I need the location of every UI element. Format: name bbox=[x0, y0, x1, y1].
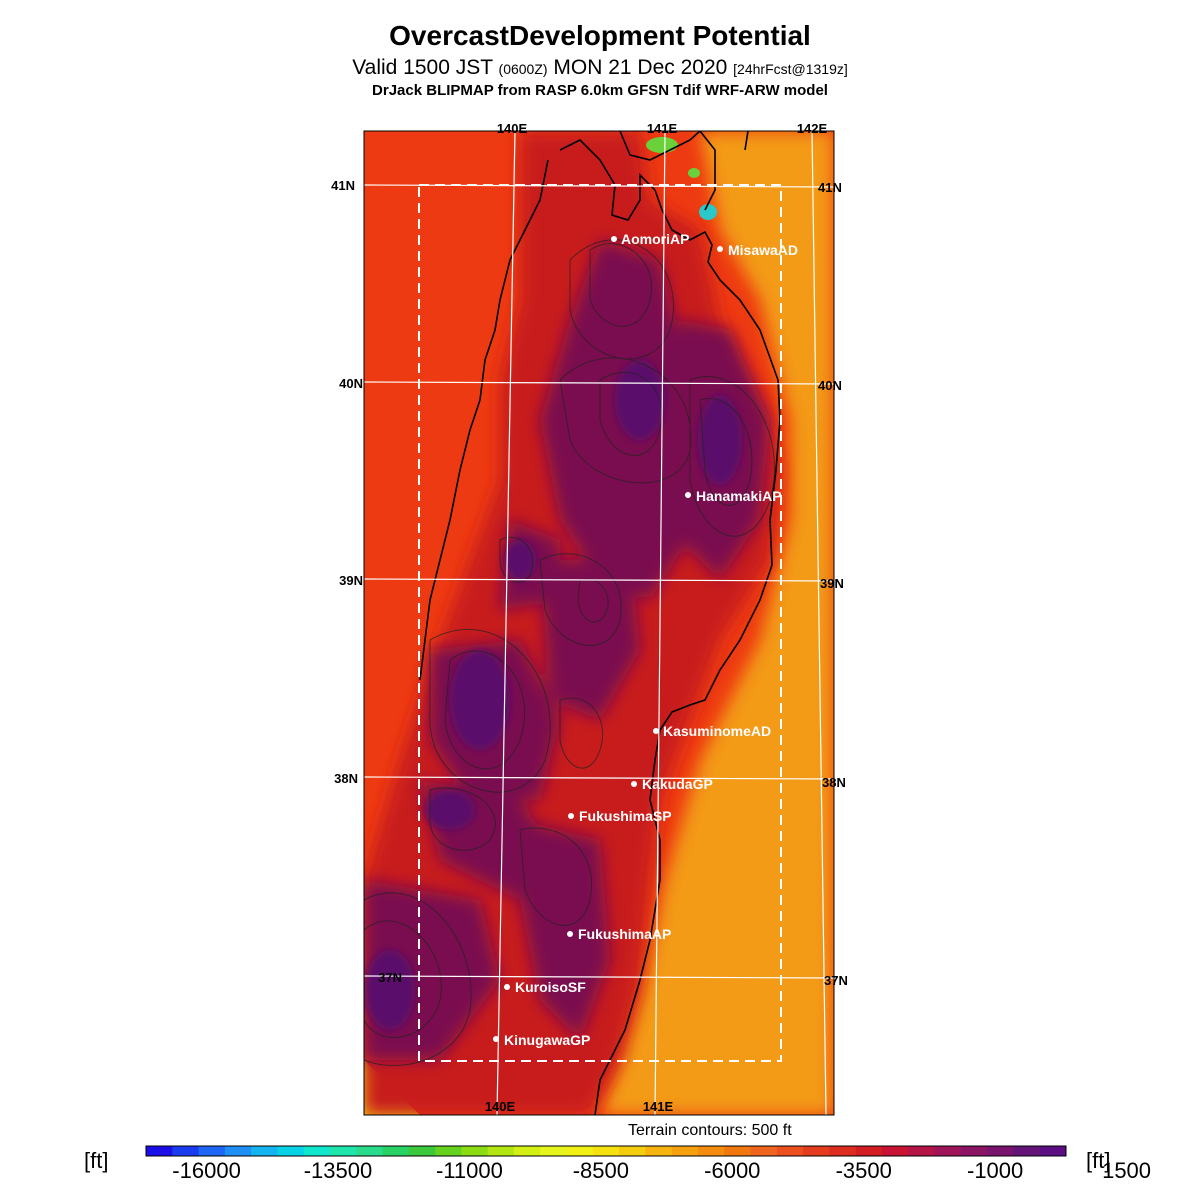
station-dot bbox=[685, 492, 691, 498]
station-label: KakudaGP bbox=[642, 776, 713, 792]
colorbar-swatch bbox=[1039, 1146, 1067, 1156]
colorbar-swatch bbox=[776, 1146, 804, 1156]
colorbar-swatch bbox=[960, 1146, 988, 1156]
colorbar-unit-left: [ft] bbox=[84, 1148, 109, 1173]
lat-label-left: 37N bbox=[378, 970, 402, 985]
colorbar-swatch bbox=[829, 1146, 857, 1156]
station-label: FukushimaSP bbox=[579, 808, 672, 824]
colorbar-frame bbox=[145, 1145, 1067, 1157]
colorbar-tick-label: -16000 bbox=[172, 1158, 241, 1183]
colorbar-swatch bbox=[698, 1146, 725, 1156]
peak-potential-areas bbox=[365, 360, 742, 1030]
valid-date: MON 21 Dec 2020 bbox=[553, 56, 728, 79]
colorbar-swatch bbox=[330, 1146, 357, 1156]
station-label: KinugawaGP bbox=[504, 1032, 590, 1048]
east-coast-field bbox=[600, 131, 834, 1115]
station-dot bbox=[568, 813, 574, 819]
colorbar-swatch bbox=[408, 1146, 436, 1156]
colorbar-swatch bbox=[908, 1146, 936, 1156]
valid-time: Valid 1500 JST bbox=[352, 56, 493, 79]
chart-title: OvercastDevelopment Potential bbox=[389, 20, 811, 51]
colorbar-swatch bbox=[750, 1146, 778, 1156]
colorbar-swatch bbox=[146, 1146, 173, 1156]
colorbar-swatch bbox=[382, 1146, 410, 1156]
low-value-spot bbox=[699, 204, 717, 220]
colorbar-swatch bbox=[461, 1146, 489, 1156]
forecast-tag: [24hrFcst@1319z] bbox=[733, 61, 848, 77]
station-dot bbox=[504, 984, 510, 990]
colorbar-swatch bbox=[198, 1146, 226, 1156]
colorbar bbox=[145, 1145, 1067, 1157]
station-dot bbox=[653, 728, 659, 734]
station-label: AomoriAP bbox=[621, 231, 689, 247]
lat-label-right: 38N bbox=[822, 775, 846, 790]
low-value-spot bbox=[688, 168, 700, 178]
lon-label-bottom: 140E bbox=[485, 1099, 516, 1114]
colorbar-swatch bbox=[487, 1146, 515, 1156]
lon-label-top: 142E bbox=[797, 121, 828, 136]
valid-time-line: Valid 1500 JST (0600Z) MON 21 Dec 2020 [… bbox=[0, 56, 1200, 80]
colorbar-swatch bbox=[435, 1146, 462, 1156]
colorbar-swatch bbox=[303, 1146, 331, 1156]
low-value-spot bbox=[646, 137, 678, 153]
colorbar-tick-label: -8500 bbox=[572, 1158, 629, 1183]
station-dot bbox=[567, 931, 573, 937]
colorbar-swatch bbox=[882, 1146, 909, 1156]
colorbar-swatch bbox=[251, 1146, 278, 1156]
colorbar-swatch bbox=[803, 1146, 830, 1156]
colorbar-swatch bbox=[592, 1146, 620, 1156]
colorbar-tick-label: 1500 bbox=[1102, 1158, 1152, 1183]
colorbar-swatch bbox=[645, 1146, 673, 1156]
station-label: HanamakiAP bbox=[696, 488, 782, 504]
colorbar-swatch bbox=[934, 1146, 962, 1156]
terrain-contour-note: Terrain contours: 500 ft bbox=[628, 1122, 792, 1139]
terrain-contours bbox=[364, 239, 775, 1067]
lat-label-right: 37N bbox=[824, 973, 848, 988]
colorbar-swatch bbox=[277, 1146, 305, 1156]
colorbar-tick-label: -13500 bbox=[303, 1158, 373, 1183]
station-dot bbox=[611, 236, 617, 242]
colorbar-swatch bbox=[514, 1146, 541, 1156]
lat-label-left: 41N bbox=[331, 178, 355, 193]
colorbar-unit-right: [ft] bbox=[1086, 1148, 1111, 1173]
colorbar-swatch bbox=[724, 1146, 752, 1156]
station-dot bbox=[493, 1036, 499, 1042]
lat-label-right: 40N bbox=[818, 378, 842, 393]
lat-label-left: 39N bbox=[339, 573, 363, 588]
colorbar-swatch bbox=[1013, 1146, 1041, 1156]
colorbar-swatch bbox=[356, 1146, 384, 1156]
inner-domain-boundary bbox=[418, 184, 782, 1062]
colorbar-tick-label: -3500 bbox=[835, 1158, 892, 1183]
map-frame bbox=[363, 130, 835, 1116]
lon-label-bottom: 141E bbox=[643, 1099, 674, 1114]
lon-label-top: 141E bbox=[647, 121, 678, 136]
colorbar-tick-label: -11000 bbox=[435, 1158, 503, 1183]
lat-label-right: 41N bbox=[818, 180, 842, 195]
station-markers: AomoriAP MisawaAD HanamakiAP KasuminomeA… bbox=[493, 231, 798, 1048]
colorbar-swatch bbox=[619, 1146, 646, 1156]
colorbar-swatch bbox=[855, 1146, 883, 1156]
valid-zulu: (0600Z) bbox=[498, 61, 548, 77]
lat-label-left: 38N bbox=[334, 771, 358, 786]
colorbar-swatch bbox=[987, 1146, 1014, 1156]
colorbar-swatch bbox=[566, 1146, 594, 1156]
colorbar-swatch bbox=[671, 1146, 699, 1156]
station-label: KuroisoSF bbox=[515, 979, 586, 995]
station-dot bbox=[631, 781, 637, 787]
colorbar-swatch bbox=[540, 1146, 568, 1156]
colorbar-swatch bbox=[224, 1146, 252, 1156]
lat-label-left: 40N bbox=[339, 376, 363, 391]
station-label: FukushimaAP bbox=[578, 926, 671, 942]
colorbar-swatch bbox=[172, 1146, 200, 1156]
model-credit: DrJack BLIPMAP from RASP 6.0km GFSN Tdif… bbox=[372, 82, 828, 99]
lon-label-top: 140E bbox=[497, 121, 528, 136]
station-dot bbox=[717, 246, 723, 252]
station-label: MisawaAD bbox=[728, 242, 798, 258]
station-label: KasuminomeAD bbox=[663, 723, 771, 739]
colorbar-tick-label: -1000 bbox=[967, 1158, 1024, 1183]
colorbar-tick-label: -6000 bbox=[704, 1158, 761, 1183]
lat-label-right: 39N bbox=[820, 576, 844, 591]
